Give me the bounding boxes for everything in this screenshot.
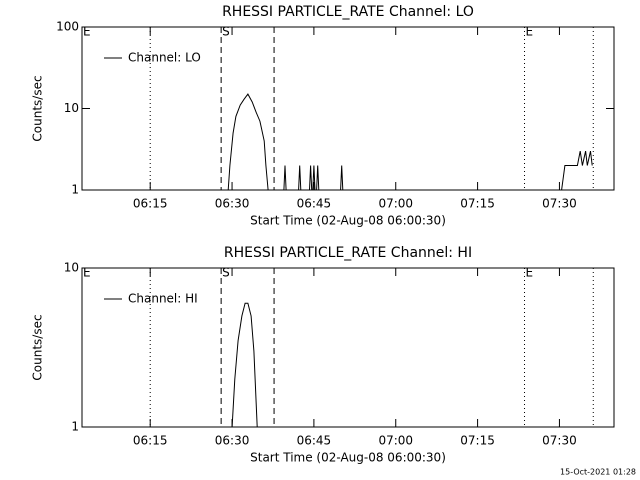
annotation: S: [222, 25, 230, 39]
x-tick-label: 07:30: [542, 197, 577, 211]
data-line: [231, 302, 258, 428]
y-tick-label: 10: [64, 261, 79, 275]
x-axis-label: Start Time (02-Aug-08 06:00:30): [250, 214, 446, 228]
x-tick-label: 06:15: [133, 197, 168, 211]
chart-title: RHESSI PARTICLE_RATE Channel: LO: [222, 4, 474, 20]
annotation: E: [83, 25, 91, 39]
x-tick-label: 06:45: [297, 197, 332, 211]
y-tick-label: 10: [64, 101, 79, 115]
annotation: E: [526, 25, 534, 39]
y-tick-label: 1: [71, 183, 79, 197]
annotation: E: [526, 266, 534, 280]
x-tick-label: 07:30: [542, 434, 577, 448]
y-tick-label: 100: [56, 20, 79, 34]
x-tick-label: 07:15: [460, 434, 495, 448]
y-axis-label: Counts/sec: [31, 314, 45, 380]
footer: 15-Oct-2021 01:28: [560, 468, 636, 477]
legend-label: Channel: LO: [128, 51, 201, 65]
x-tick-label: 07:15: [460, 197, 495, 211]
plot-frame: [81, 26, 615, 191]
x-tick-label: 06:30: [215, 197, 250, 211]
x-tick-label: 06:45: [297, 434, 332, 448]
x-tick-label: 07:00: [378, 197, 413, 211]
x-tick-label: 06:15: [133, 434, 168, 448]
x-axis-label: Start Time (02-Aug-08 06:00:30): [250, 451, 446, 465]
x-tick-label: 06:30: [215, 434, 250, 448]
annotation: E: [83, 266, 91, 280]
annotation: S: [222, 266, 230, 280]
plot-frame: [81, 267, 615, 428]
y-axis-label: Counts/sec: [31, 75, 45, 141]
legend-label: Channel: HI: [128, 292, 198, 306]
x-tick-label: 07:00: [378, 434, 413, 448]
y-tick-label: 1: [71, 420, 79, 434]
data-line: [227, 93, 593, 191]
chart-title: RHESSI PARTICLE_RATE Channel: HI: [224, 245, 472, 261]
